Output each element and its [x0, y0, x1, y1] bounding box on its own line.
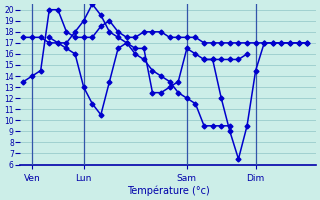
X-axis label: Température (°c): Température (°c) [127, 185, 209, 196]
